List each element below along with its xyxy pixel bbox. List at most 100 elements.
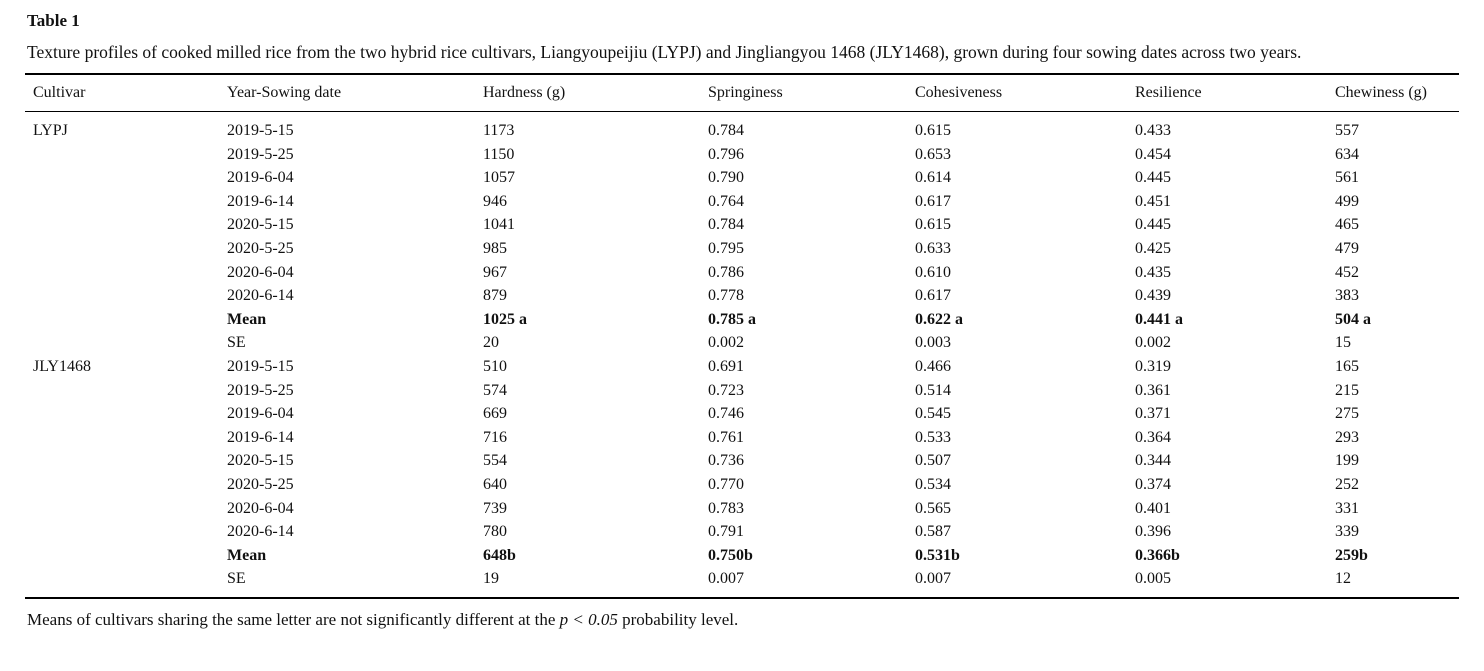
table-caption-text: Texture profiles of cooked milled rice f… [27,42,1302,62]
value-cell: 554 [483,452,507,470]
cultivar-cell: JLY1468 [33,357,91,375]
cultivar-cell [25,331,219,355]
value-cell: 331 [1335,499,1359,517]
table-row: 2020-6-14 780 0.791 0.587 0.396 339 [25,520,1459,544]
row-label-cell: 2019-6-04 [227,405,294,423]
cultivar-cell [25,402,219,426]
value-cell: 0.371 [1135,405,1171,423]
value-cell: 967 [483,263,507,281]
value-cell: 0.533 [915,428,951,446]
value-cell: 0.003 [915,334,951,352]
value-cell: 0.425 [1135,239,1171,257]
table-row: 2020-5-15 1041 0.784 0.615 0.445 465 [25,213,1459,237]
value-cell: 0.587 [915,523,951,541]
value-cell: 0.784 [708,216,744,234]
value-cell: 339 [1335,523,1359,541]
footnote-text: Means of cultivars sharing the same lett… [27,609,560,629]
row-label-cell: 2019-6-14 [227,428,294,446]
value-cell: 0.445 [1135,216,1171,234]
value-cell: 12 [1335,570,1351,588]
value-cell: 165 [1335,357,1359,375]
value-cell: 0.545 [915,405,951,423]
value-cell: 0.433 [1135,122,1171,139]
row-label-cell: 2020-5-25 [227,475,294,493]
cultivar-cell [25,473,219,497]
cultivar-cell [25,213,219,237]
row-label-cell: 2020-5-15 [227,216,294,234]
table-caption: Table 1 Texture profiles of cooked mille… [25,9,1459,66]
value-cell: 0.622 a [915,310,963,328]
value-cell: 479 [1335,239,1359,257]
value-cell: 780 [483,523,507,541]
value-cell: 0.441 a [1135,310,1183,328]
value-cell: 0.002 [708,334,744,352]
value-cell: 0.396 [1135,523,1171,541]
value-cell: 465 [1335,216,1359,234]
value-cell: 0.007 [708,570,744,588]
table-row: 2020-6-04 739 0.783 0.565 0.401 331 [25,497,1459,521]
value-cell: 510 [483,357,507,375]
row-label-cell: 2020-6-04 [227,263,294,281]
value-cell: 0.795 [708,239,744,257]
table-row: 2019-6-04 669 0.746 0.545 0.371 275 [25,402,1459,426]
value-cell: 634 [1335,145,1359,163]
value-cell: 1025 a [483,310,527,328]
row-label-cell: 2020-5-25 [227,239,294,257]
value-cell: 0.791 [708,523,744,541]
table-footnote: Means of cultivars sharing the same lett… [25,608,1459,632]
value-cell: 0.614 [915,169,951,187]
column-header-springiness: Springiness [700,74,907,112]
table-row: 2019-5-25 1150 0.796 0.653 0.454 634 [25,143,1459,167]
row-label-cell: 2019-5-25 [227,381,294,399]
value-cell: 574 [483,381,507,399]
value-cell: 293 [1335,428,1359,446]
table-row: JLY1468 2019-5-15 510 0.691 0.466 0.319 165 [25,355,1459,379]
value-cell: 215 [1335,381,1359,399]
value-cell: 640 [483,475,507,493]
row-label-cell: Mean [227,310,267,328]
value-cell: 669 [483,405,507,423]
cultivar-cell [25,308,219,332]
value-cell: 0.778 [708,287,744,305]
value-cell: 0.439 [1135,287,1171,305]
value-cell: 0.005 [1135,570,1171,588]
value-cell: 0.764 [708,192,744,210]
value-cell: 0.617 [915,287,951,305]
value-cell: 0.617 [915,192,951,210]
value-cell: 1041 [483,216,515,234]
value-cell: 561 [1335,169,1359,187]
value-cell: 252 [1335,475,1359,493]
value-cell: 0.401 [1135,499,1171,517]
row-label-cell: 2020-6-14 [227,287,294,305]
value-cell: 0.610 [915,263,951,281]
value-cell: 0.531b [915,546,960,564]
value-cell: 648b [483,546,516,564]
value-cell: 0.796 [708,145,744,163]
value-cell: 0.653 [915,145,951,163]
value-cell: 739 [483,499,507,517]
header-row: Cultivar Year-Sowing date Hardness (g) S… [25,74,1459,112]
table-row: 2019-6-14 716 0.761 0.533 0.364 293 [25,426,1459,450]
value-cell: 0.790 [708,169,744,187]
table-row: Mean 1025 a 0.785 a 0.622 a 0.441 a 504 a [25,308,1459,332]
value-cell: 0.761 [708,428,744,446]
cultivar-cell [25,497,219,521]
column-header-cohesiveness: Cohesiveness [907,74,1127,112]
table-row: 2019-5-25 574 0.723 0.514 0.361 215 [25,379,1459,403]
footnote-p-value: p < 0.05 [559,609,618,629]
value-cell: 275 [1335,405,1359,423]
column-header-hardness: Hardness (g) [475,74,700,112]
value-cell: 0.007 [915,570,951,588]
value-cell: 0.454 [1135,145,1171,163]
value-cell: 985 [483,239,507,257]
row-label-cell: SE [227,570,246,588]
value-cell: 0.615 [915,216,951,234]
cultivar-cell [25,237,219,261]
value-cell: 0.364 [1135,428,1171,446]
value-cell: 15 [1335,334,1351,352]
value-cell: 1057 [483,169,515,187]
value-cell: 0.746 [708,405,744,423]
value-cell: 0.786 [708,263,744,281]
table-row: 2020-6-04 967 0.786 0.610 0.435 452 [25,261,1459,285]
table-row: SE 19 0.007 0.007 0.005 12 [25,567,1459,598]
